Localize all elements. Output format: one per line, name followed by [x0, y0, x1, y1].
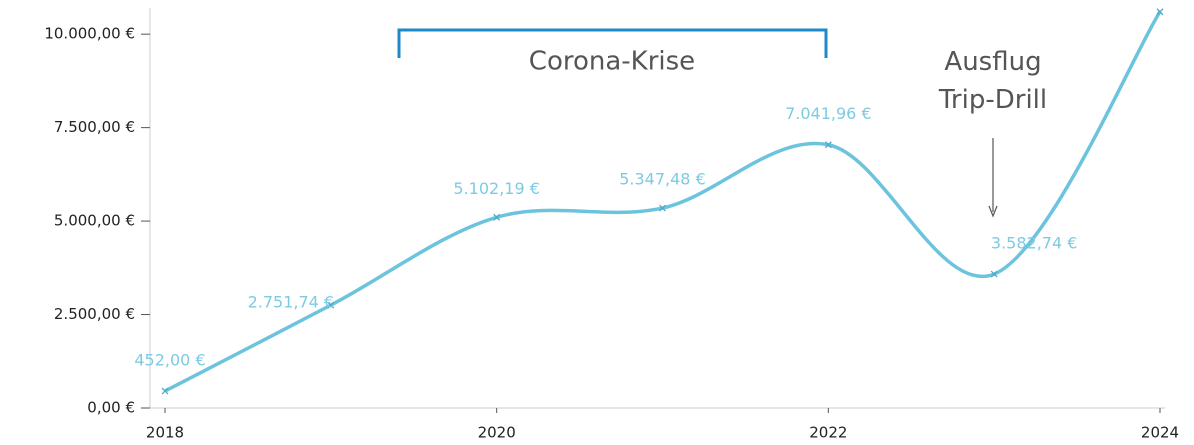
data-label: 2.751,74 € — [248, 293, 335, 312]
x-tick-label: 2020 — [478, 424, 516, 442]
point — [1156, 8, 1164, 16]
annotation-arrowhead — [988, 205, 998, 218]
line — [164, 10, 1162, 393]
point — [327, 301, 335, 309]
annotation: Corona-Krise — [529, 47, 695, 77]
y-tick-label: 10.000,00 € — [44, 25, 135, 43]
x-tick-label: 2024 — [1141, 424, 1179, 442]
data-label: 452,00 € — [134, 351, 205, 370]
period-bracket — [397, 28, 828, 58]
x-tick-label: 2022 — [809, 424, 847, 442]
y-tick-label: 7.500,00 € — [54, 118, 135, 136]
annotation: Ausflug Trip-Drill — [938, 47, 1047, 115]
y-tick-label: 0,00 € — [87, 399, 135, 417]
point — [659, 204, 666, 212]
data-label: 7.041,96 € — [785, 104, 872, 123]
y-tick-label: 2.500,00 € — [54, 305, 135, 323]
data-label: 3.582,74 € — [991, 234, 1078, 253]
data-label: 5.347,48 € — [619, 170, 706, 189]
x-tick-label: 2018 — [146, 424, 184, 442]
point — [493, 213, 501, 221]
y-tick-label: 5.000,00 € — [54, 212, 135, 230]
point — [824, 141, 832, 149]
point — [990, 270, 998, 278]
data-label: 5.102,19 € — [453, 179, 540, 198]
point — [161, 387, 169, 395]
